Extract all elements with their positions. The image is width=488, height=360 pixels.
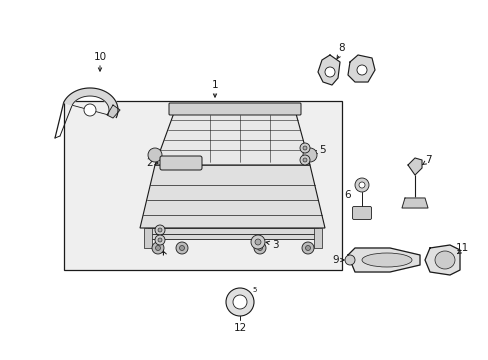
- Polygon shape: [347, 248, 419, 272]
- Bar: [148, 228, 317, 236]
- Bar: [313, 228, 321, 248]
- Bar: [148, 234, 317, 239]
- Circle shape: [299, 155, 309, 165]
- Ellipse shape: [434, 251, 454, 269]
- Text: 12: 12: [233, 323, 246, 333]
- Text: 2: 2: [146, 158, 153, 168]
- Circle shape: [325, 67, 334, 77]
- Text: 9: 9: [332, 255, 339, 265]
- Ellipse shape: [361, 253, 411, 267]
- Text: 7: 7: [424, 155, 430, 165]
- Circle shape: [302, 242, 313, 254]
- Circle shape: [303, 146, 306, 150]
- Text: 1: 1: [211, 80, 218, 90]
- FancyBboxPatch shape: [352, 207, 371, 220]
- Polygon shape: [317, 55, 339, 85]
- Polygon shape: [155, 110, 309, 165]
- Circle shape: [232, 295, 246, 309]
- Circle shape: [176, 242, 187, 254]
- Polygon shape: [424, 245, 459, 275]
- Circle shape: [345, 255, 354, 265]
- Polygon shape: [63, 88, 118, 117]
- Circle shape: [303, 158, 306, 162]
- Polygon shape: [347, 55, 374, 82]
- Text: 3: 3: [271, 240, 278, 250]
- Circle shape: [254, 239, 261, 245]
- Circle shape: [358, 182, 364, 188]
- Text: 5: 5: [252, 287, 257, 293]
- FancyBboxPatch shape: [160, 156, 202, 170]
- Text: 10: 10: [93, 52, 106, 62]
- Circle shape: [303, 148, 316, 162]
- Circle shape: [155, 235, 164, 245]
- Text: 8: 8: [338, 43, 345, 53]
- Circle shape: [250, 235, 264, 249]
- Text: 11: 11: [454, 243, 468, 253]
- Bar: [143, 228, 152, 248]
- Polygon shape: [107, 105, 120, 118]
- Circle shape: [354, 178, 368, 192]
- Circle shape: [299, 143, 309, 153]
- Circle shape: [305, 246, 310, 251]
- Circle shape: [253, 242, 265, 254]
- Circle shape: [158, 228, 162, 232]
- Circle shape: [356, 65, 366, 75]
- Polygon shape: [407, 158, 421, 175]
- Text: 4: 4: [159, 247, 165, 257]
- Circle shape: [152, 242, 163, 254]
- Circle shape: [155, 225, 164, 235]
- Circle shape: [84, 104, 96, 116]
- Circle shape: [155, 246, 160, 251]
- Circle shape: [158, 238, 162, 242]
- Circle shape: [257, 246, 262, 251]
- Bar: [63, 101, 342, 270]
- FancyBboxPatch shape: [169, 103, 301, 115]
- Text: 5: 5: [318, 145, 325, 155]
- Text: 6: 6: [344, 190, 350, 200]
- Polygon shape: [140, 165, 325, 228]
- Polygon shape: [401, 198, 427, 208]
- Circle shape: [225, 288, 253, 316]
- Circle shape: [148, 148, 162, 162]
- Circle shape: [179, 246, 184, 251]
